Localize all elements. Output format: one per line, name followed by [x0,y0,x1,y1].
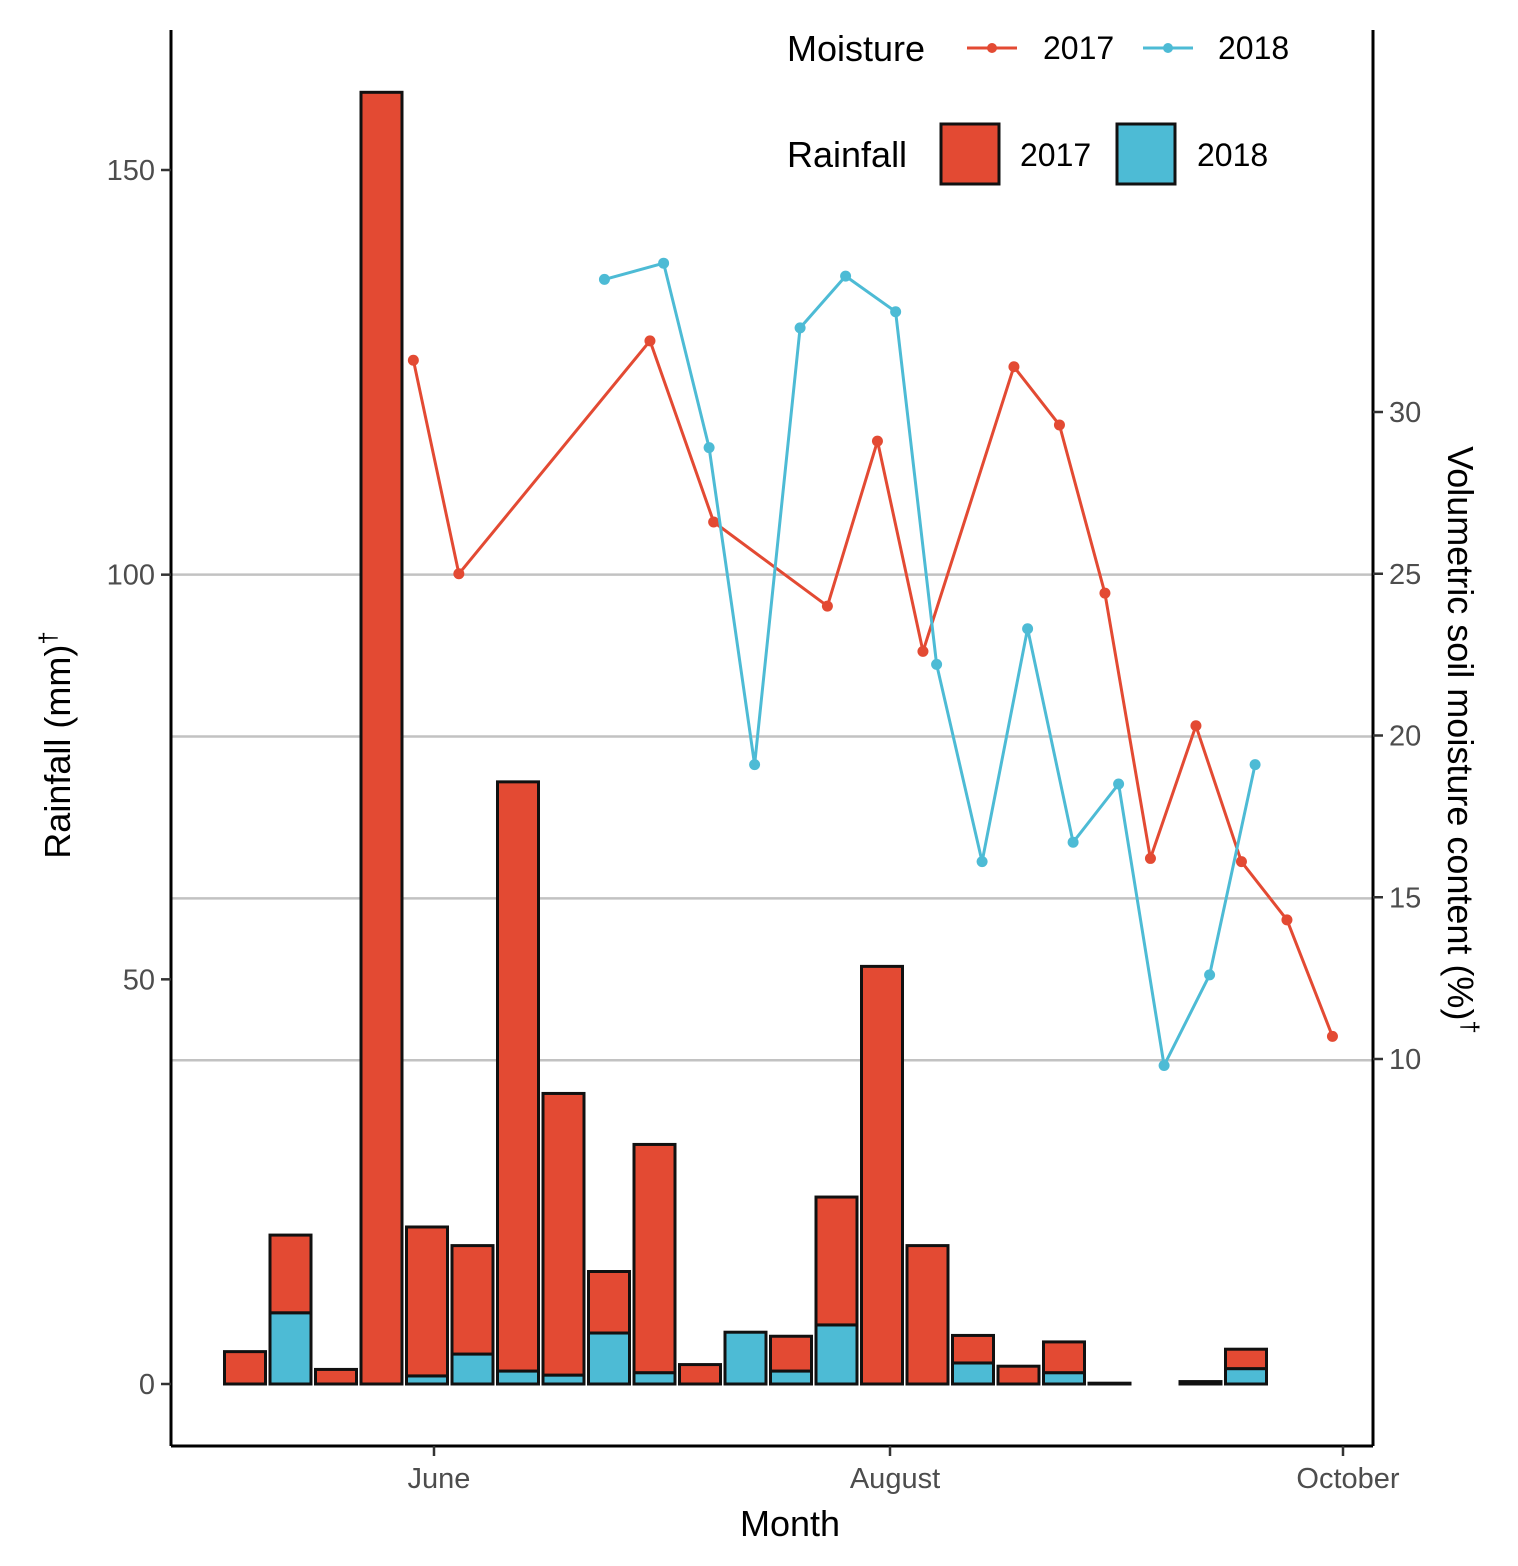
rainfall-2017-bar [1224,1347,1268,1371]
right-tick-label: 20 [1389,721,1421,753]
legend-rainfall-2017-label: 2017 [1020,137,1091,173]
x-tick-label: August [850,1463,940,1495]
moisture-2017-point [644,335,656,347]
rainfall-2018-bar [1087,1381,1132,1386]
rainfall-2018-bar [723,1330,768,1386]
left-tick-label: 150 [107,155,155,187]
rainfall-2017-bar [223,1350,267,1386]
rainfall-2017-bar [814,1195,859,1327]
moisture-2018-point [976,856,988,868]
moisture-2017-point [1235,856,1247,868]
left-tick-label: 100 [107,560,155,592]
moisture-2018-point [1249,759,1261,771]
rainfall-2017-bar [1042,1340,1086,1375]
right-tick-label: 25 [1389,559,1421,591]
moisture-2017-point [1326,1030,1338,1042]
rainfall-2017-bar [996,1364,1041,1386]
moisture-2018-point [1204,969,1216,981]
rainfall-2017-bar [905,1244,950,1386]
moisture-2018-point [1067,836,1079,848]
moisture-2017-point [1008,361,1020,373]
rainfall-2017-bar [587,1270,631,1335]
moisture-2017-point [1053,419,1065,431]
rainfall-2018-bar [450,1352,495,1386]
rainfall-2018-bar [1224,1367,1268,1386]
moisture-2018-point [794,322,806,334]
legend-moisture-2018-point [1163,43,1173,53]
left-axis-title: Rainfall (mm)† [35,631,78,858]
moisture-2017-point [821,600,833,612]
rainfall-2018-bar [496,1369,540,1386]
moisture-2017-line [411,339,1334,1037]
right-tick-label: 15 [1389,882,1421,914]
rainfall-2018-bar [951,1361,995,1386]
moisture-2017-point [708,516,720,528]
rainfall-2017-bar [541,1091,586,1377]
moisture-2017-point [453,568,465,580]
rainfall-2017-bar [314,1367,358,1386]
moisture-2018-point [598,273,610,285]
rainfall-bars [223,90,1268,1386]
moisture-2018-point [1113,778,1125,790]
rainfall-2017-bar [951,1333,995,1365]
rainfall-2017-bar [860,964,904,1386]
moisture-2018-point [1158,1059,1170,1071]
right-tick-label: 10 [1389,1044,1421,1076]
legend-rainfall-title: Rainfall [787,134,907,175]
moisture-2017-point [407,354,419,366]
legend: Moisture 2017 2018 Rainfall 2017 2018 [787,28,1289,186]
moisture-2017-point [871,435,883,447]
moisture-lines [407,257,1338,1071]
moisture-2018-line [604,261,1257,1067]
left-axis-title-group: Rainfall (mm)† [35,631,78,858]
rainfall-2018-bar [769,1369,813,1386]
rainfall-2017-bar [1178,1380,1223,1386]
moisture-2017-point [1281,914,1293,926]
rainfall-2017-bar [769,1334,813,1373]
left-tick-label: 0 [139,1369,155,1401]
axes: 0 50 100 150 10 15 20 25 30 June August October [107,30,1421,1495]
moisture-2018-point [890,306,902,318]
moisture-2018-point [703,442,715,454]
right-axis-title: Volumetric soil moisture content (%)† [1440,446,1483,1034]
x-tick-label: June [408,1463,471,1495]
x-tick-label: October [1296,1463,1399,1495]
moisture-2018-point [931,658,943,670]
moisture-2018-point [840,270,852,282]
rainfall-2017-bar [450,1244,495,1356]
moisture-2017-point [917,645,929,657]
rainfall-2017-bar [405,1225,449,1378]
moisture-2017-point [1099,587,1111,599]
gridlines [171,573,1373,1062]
right-axis-title-group: Volumetric soil moisture content (%)† [1440,446,1483,1034]
legend-moisture-2017-label: 2017 [1043,30,1114,66]
right-axis-title-dagger: † [1456,1020,1483,1033]
legend-rainfall-2018-key [1115,122,1177,186]
x-axis-title: Month [740,1503,840,1544]
rainfall-2017-bar [359,90,404,1386]
legend-moisture-2018-label: 2018 [1218,30,1289,66]
legend-rainfall-2017-key [939,122,1001,186]
left-tick-label: 50 [123,964,155,996]
rainfall-2018-bar [1042,1371,1086,1386]
rainfall-2017-bar [268,1233,313,1315]
legend-moisture-2017-point [987,43,997,53]
left-axis-title-dagger: † [35,631,62,644]
rainfall-2017-bar [496,780,540,1373]
right-tick-label: 30 [1389,397,1421,429]
moisture-2018-point [658,257,670,269]
moisture-2018-point [1022,623,1034,635]
legend-moisture-title: Moisture [787,28,925,69]
rainfall-2018-bar [814,1323,859,1386]
rainfall-2018-bar [587,1331,631,1386]
moisture-2018-point [749,759,761,771]
moisture-2017-point [1144,852,1156,864]
legend-rainfall-2018-label: 2018 [1197,137,1268,173]
rainfall-2017-bar [632,1142,677,1375]
rainfall-2017-bar [678,1363,722,1386]
rainfall-2018-bar [632,1371,677,1386]
moisture-2017-point [1190,720,1202,732]
rainfall-2018-bar [268,1311,313,1386]
